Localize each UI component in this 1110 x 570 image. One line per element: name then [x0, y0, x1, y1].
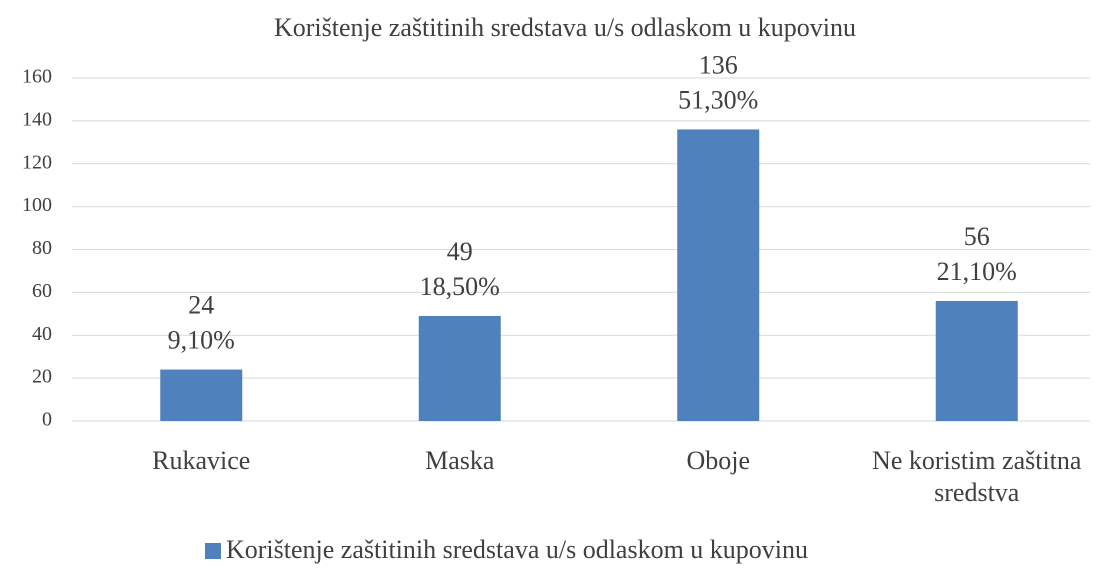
x-tick-label: Ne koristim zaštitna sredstva	[872, 446, 1082, 507]
data-label: 49	[447, 237, 473, 266]
data-label: 24	[188, 291, 214, 320]
x-tick-label: Maska	[425, 446, 495, 475]
bar	[160, 369, 243, 421]
y-tick-label: 60	[32, 280, 52, 302]
legend-swatch	[205, 543, 221, 559]
y-tick-label: 20	[32, 366, 52, 388]
y-tick-label: 100	[22, 194, 52, 216]
percentage-label: 21,10%	[937, 257, 1017, 286]
y-tick-label: 0	[42, 409, 52, 431]
y-tick-label: 160	[22, 66, 52, 88]
bar	[677, 129, 760, 421]
data-label: 56	[964, 222, 990, 251]
legend-label: Korištenje zaštitinih sredstava u/s odla…	[226, 535, 808, 564]
y-tick-label: 80	[32, 237, 52, 259]
chart-title: Korištenje zaštitinih sredstava u/s odla…	[274, 13, 856, 42]
y-tick-label: 120	[22, 151, 52, 173]
percentage-label: 9,10%	[168, 326, 235, 355]
bar	[935, 300, 1018, 421]
bar	[418, 315, 501, 421]
y-tick-label: 140	[22, 108, 52, 130]
x-tick-label: Rukavice	[152, 446, 251, 475]
percentage-label: 51,30%	[678, 85, 758, 114]
y-tick-label: 40	[32, 323, 52, 345]
percentage-label: 18,50%	[420, 272, 500, 301]
x-tick-label: Oboje	[686, 446, 751, 475]
data-label: 136	[699, 50, 738, 79]
